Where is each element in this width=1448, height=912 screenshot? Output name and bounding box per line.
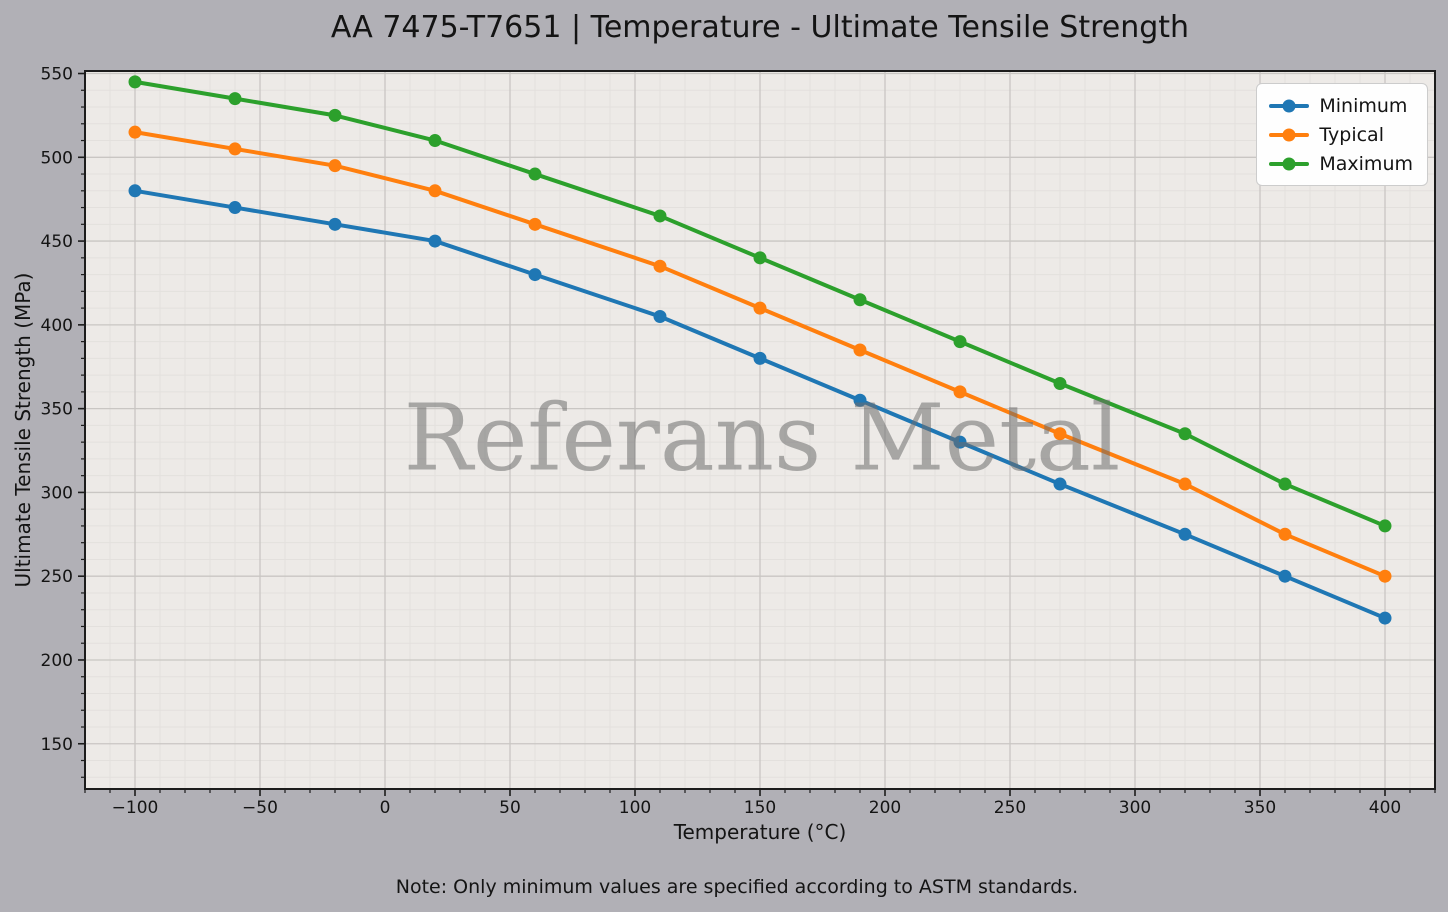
data-point-maximum (653, 209, 667, 223)
x-tick-label: 250 (994, 798, 1026, 818)
y-tick-label: 550 (41, 65, 73, 85)
data-point-maximum (1178, 427, 1192, 441)
data-point-minimum (1278, 569, 1292, 583)
x-tick-label: 100 (619, 798, 651, 818)
data-point-minimum (753, 351, 767, 365)
data-point-typical (1278, 527, 1292, 541)
data-point-maximum (528, 167, 542, 181)
legend: Minimum Typical Maximum (1256, 83, 1428, 186)
legend-item-maximum: Maximum (1269, 149, 1413, 178)
data-point-minimum (1053, 477, 1067, 491)
data-point-typical (328, 159, 342, 173)
y-tick-label: 350 (41, 400, 73, 420)
y-tick-label: 450 (41, 232, 73, 252)
x-tick-label: 350 (1244, 798, 1276, 818)
legend-label: Typical (1319, 123, 1384, 146)
data-point-typical (953, 385, 967, 399)
y-tick-label: 300 (41, 483, 73, 503)
data-point-minimum (853, 393, 867, 407)
x-axis-label: Temperature (°C) (673, 820, 847, 844)
data-point-typical (528, 217, 542, 231)
data-point-typical (228, 142, 242, 156)
data-point-minimum (428, 234, 442, 248)
data-point-maximum (228, 92, 242, 106)
y-tick-label: 400 (41, 316, 73, 336)
data-point-maximum (328, 108, 342, 122)
x-tick-label: 400 (1369, 798, 1401, 818)
data-point-minimum (528, 268, 542, 282)
legend-label: Maximum (1319, 152, 1413, 175)
data-point-minimum (1378, 611, 1392, 625)
data-point-typical (1053, 427, 1067, 441)
legend-item-typical: Typical (1269, 120, 1413, 149)
x-tick-label: −100 (112, 798, 159, 818)
x-tick-label: 0 (380, 798, 391, 818)
x-tick-label: −50 (242, 798, 278, 818)
data-point-minimum (953, 435, 967, 449)
data-point-typical (753, 301, 767, 315)
data-point-typical (1178, 477, 1192, 491)
data-point-typical (1378, 569, 1392, 583)
legend-line-marker-icon (1269, 128, 1310, 142)
data-point-minimum (1178, 527, 1192, 541)
legend-item-minimum: Minimum (1269, 91, 1413, 120)
legend-line-marker-icon (1269, 157, 1310, 171)
chart-title: AA 7475-T7651 | Temperature - Ultimate T… (330, 10, 1190, 45)
x-tick-label: 200 (869, 798, 901, 818)
data-point-minimum (653, 309, 667, 323)
y-tick-label: 150 (41, 735, 73, 755)
x-tick-label: 50 (499, 798, 521, 818)
y-tick-label: 200 (41, 651, 73, 671)
x-tick-label: 300 (1119, 798, 1151, 818)
data-point-maximum (753, 251, 767, 265)
data-point-maximum (953, 335, 967, 349)
data-point-typical (128, 125, 142, 139)
data-point-typical (853, 343, 867, 357)
data-point-maximum (853, 293, 867, 307)
footnote: Note: Only minimum values are specified … (395, 876, 1079, 898)
x-tick-label: 150 (744, 798, 776, 818)
data-point-maximum (128, 75, 142, 89)
legend-label: Minimum (1319, 94, 1408, 117)
legend-line-marker-icon (1269, 99, 1310, 113)
data-point-typical (428, 184, 442, 198)
data-point-minimum (128, 184, 142, 198)
y-tick-label: 250 (41, 567, 73, 587)
data-point-typical (653, 259, 667, 273)
data-point-maximum (1378, 519, 1392, 533)
data-point-maximum (1053, 377, 1067, 391)
data-point-minimum (328, 217, 342, 231)
y-axis-label: Ultimate Tensile Strength (MPa) (11, 272, 35, 588)
y-tick-label: 500 (41, 148, 73, 168)
data-point-maximum (428, 134, 442, 148)
data-point-minimum (228, 201, 242, 215)
data-point-maximum (1278, 477, 1292, 491)
